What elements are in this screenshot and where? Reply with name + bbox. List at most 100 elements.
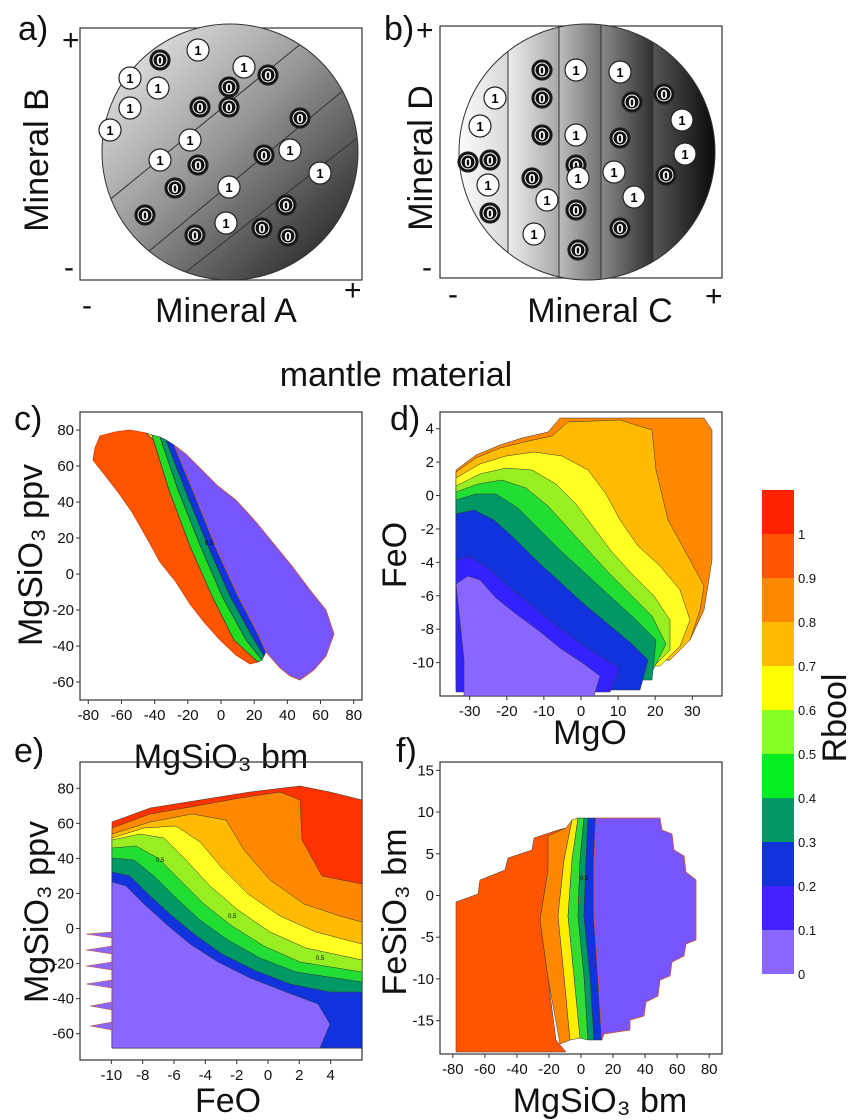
particle-value: 1 [616, 65, 623, 80]
x-tick-label: 2 [295, 1067, 303, 1084]
panel-c-letter: c) [14, 400, 42, 438]
particle-marker-ring [260, 67, 276, 83]
particle-value: 1 [316, 166, 323, 181]
x-tick-label: -20 [496, 703, 518, 720]
particle-value: 0 [572, 203, 579, 218]
panel-c-region-low [173, 443, 335, 681]
particle-value: 1 [630, 190, 637, 205]
particle-value: 0 [628, 95, 635, 110]
particle-value: 0 [464, 155, 471, 170]
panel-c-ylabel: MgSiO₃ ppv [12, 464, 50, 646]
particle-value: 1 [194, 43, 201, 58]
panel-e-level-01 [111, 881, 331, 1049]
particle-value: 1 [572, 128, 579, 143]
particle-value: 0 [260, 148, 267, 163]
particle-marker-ring [187, 227, 203, 243]
panel-e-left-spikes [85, 931, 113, 1031]
colorbar-swatch [762, 798, 794, 842]
panel-e-contour-label-3: 0.5 [316, 956, 325, 962]
particle-value: 0 [264, 68, 271, 83]
panel-e: e) 0.5 0.5 0.5 -10 -8 -6 -4 -2 0 2 4806040200-2… [14, 732, 363, 1120]
particle-value: 1 [286, 143, 293, 158]
x-tick-label: -40 [144, 707, 166, 724]
particle-marker [186, 38, 210, 62]
colorbar-swatch [762, 490, 794, 534]
y-tick-label: -5 [421, 929, 434, 946]
particle-value: 1 [186, 133, 193, 148]
particle-value: 0 [572, 158, 579, 173]
x-tick-label: 20 [246, 707, 263, 724]
colorbar-ticks: 1 0.9 0.8 0.7 0.6 0.5 0.4 0.3 0.2 0.1 0 [798, 527, 816, 982]
colorbar-tick-label: 1 [798, 527, 805, 542]
particle-marker [146, 76, 170, 100]
particle-marker [522, 222, 546, 246]
particle-value: 0 [528, 171, 535, 186]
y-tick-label: -10 [412, 655, 434, 672]
particle-value: 1 [156, 153, 163, 168]
particle-marker [118, 96, 142, 120]
colorbar-swatch [762, 578, 794, 622]
panel-d-letter: d) [390, 400, 420, 438]
particle-marker-ring [167, 180, 183, 196]
y-tick-label: -60 [52, 1026, 74, 1043]
panel-d-level-01 [455, 575, 601, 697]
y-tick-label: -10 [412, 971, 434, 988]
particle-marker [118, 66, 142, 90]
panel-a-y-minus: - [64, 251, 74, 284]
y-tick-label: 2 [426, 454, 434, 471]
panel-e-contour-label-2: 0.5 [228, 914, 237, 920]
panel-f-region-low [593, 817, 697, 1041]
panel-c: c) 0.5 -80 -60 -40 -20 0 20 40 60 80806040200-20… [12, 400, 363, 776]
y-tick-label: 0 [426, 887, 434, 904]
y-tick-label: 4 [426, 421, 434, 438]
particle-marker-ring [612, 220, 628, 236]
particle-marker [673, 142, 697, 166]
particle-value: 0 [538, 128, 545, 143]
x-tick-label: 0 [577, 703, 585, 720]
particle-marker [214, 211, 238, 235]
particle-marker [622, 185, 646, 209]
panel-a-x-plus: + [344, 274, 362, 307]
y-tick-label: 40 [57, 494, 74, 511]
particle-value: 0 [616, 221, 623, 236]
x-tick-label: -80 [442, 1061, 464, 1078]
y-tick-label: -6 [421, 588, 434, 605]
particle-value: 1 [476, 119, 483, 134]
x-tick-label: 10 [610, 703, 627, 720]
y-tick-label: 5 [426, 846, 434, 863]
y-tick-label: 20 [57, 530, 74, 547]
x-tick-label: 20 [647, 703, 664, 720]
panel-d-xlabel: MgO [553, 714, 627, 752]
panel-b-ylabel: Mineral D [402, 85, 440, 230]
particle-marker-ring [221, 79, 237, 95]
panel-e-letter: e) [14, 732, 44, 770]
y-tick-label: 0 [66, 921, 74, 938]
y-tick-label: -20 [52, 602, 74, 619]
y-tick-label: 60 [57, 458, 74, 475]
x-tick-label: 80 [345, 707, 362, 724]
particle-marker-ring [292, 110, 308, 126]
particle-marker-ring [221, 99, 237, 115]
particle-marker [278, 138, 302, 162]
x-tick-label: -20 [538, 1061, 560, 1078]
panel-b-y-minus: - [422, 251, 432, 284]
particle-value: 0 [486, 206, 493, 221]
panel-f-xlabel: MgSiO₃ bm [513, 1082, 687, 1120]
particle-marker-ring [534, 127, 550, 143]
x-tick-label: -60 [111, 707, 133, 724]
panel-b-letter: b) [384, 10, 414, 48]
panel-a-xlabel: Mineral A [155, 292, 297, 330]
particle-marker [564, 123, 588, 147]
particle-value: 1 [240, 60, 247, 75]
y-tick-label: -20 [52, 956, 74, 973]
colorbar-swatch [762, 842, 794, 886]
particle-marker [217, 175, 241, 199]
colorbar-tick-label: 0.9 [798, 571, 816, 586]
particle-marker-ring [192, 99, 208, 115]
x-tick-label: 20 [605, 1061, 622, 1078]
panel-c-xlabel: MgSiO₃ bm [134, 738, 308, 776]
particle-value: 0 [258, 221, 265, 236]
